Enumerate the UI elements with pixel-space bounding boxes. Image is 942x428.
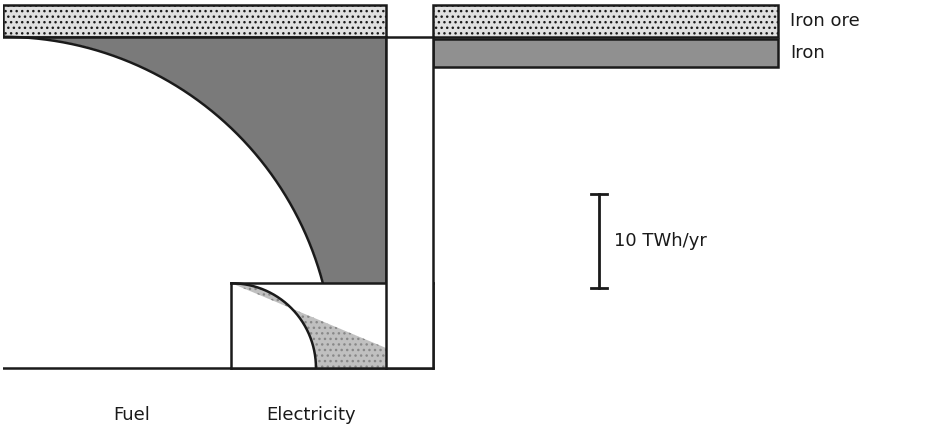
Text: Iron: Iron [790,44,825,62]
Polygon shape [232,283,433,368]
Polygon shape [433,39,778,67]
Polygon shape [232,283,433,368]
Polygon shape [3,5,385,37]
Polygon shape [385,37,433,368]
Text: 10 TWh/yr: 10 TWh/yr [614,232,707,250]
Polygon shape [3,37,385,368]
Polygon shape [433,5,778,37]
Polygon shape [3,37,333,368]
Text: Electricity: Electricity [267,405,356,424]
Text: Iron ore: Iron ore [790,12,860,30]
Text: Fuel: Fuel [114,405,151,424]
